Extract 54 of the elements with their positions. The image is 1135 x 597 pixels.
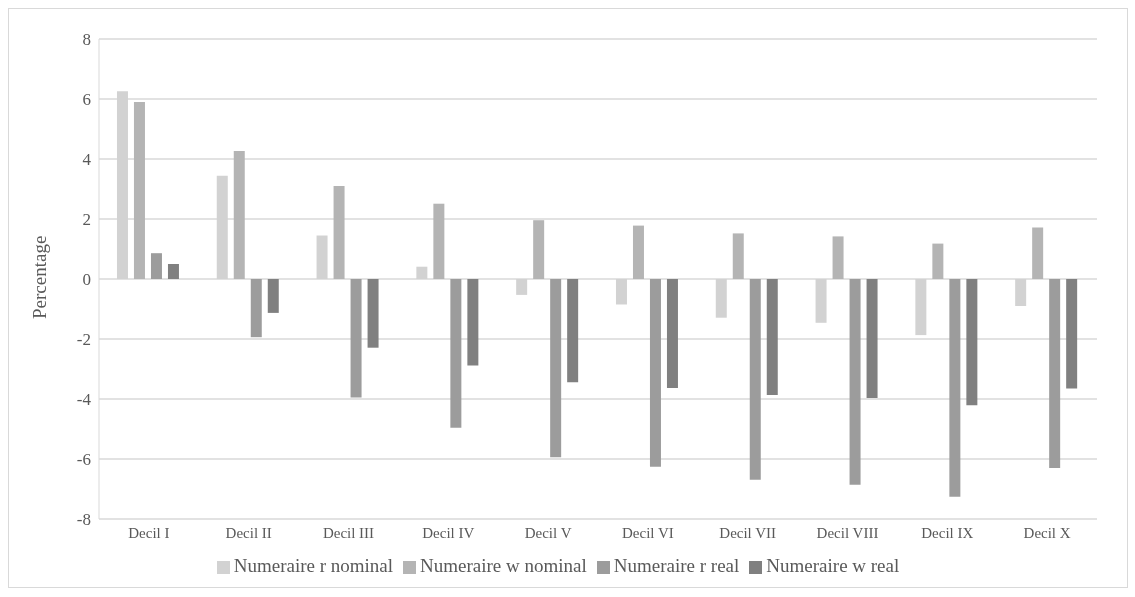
- y-tick-label: 8: [82, 30, 91, 50]
- x-tick-label: Decil II: [225, 524, 272, 541]
- y-tick-label: 6: [82, 90, 91, 110]
- bar: [167, 264, 179, 279]
- bar: [866, 279, 878, 399]
- bar: [333, 186, 345, 279]
- x-tick-label: Decil VI: [622, 524, 674, 541]
- bar: [832, 236, 844, 279]
- bar: [949, 279, 961, 497]
- bar: [367, 279, 379, 348]
- x-tick-label: Decil IX: [921, 524, 974, 541]
- x-tick-label: Decil III: [322, 524, 375, 541]
- x-tick-label: Decil VII: [719, 524, 777, 541]
- y-tick-label: -8: [76, 510, 91, 530]
- y-tick-label: 0: [82, 270, 91, 290]
- legend-label: Numeraire r nominal: [233, 555, 394, 576]
- bar: [849, 279, 861, 485]
- x-tick-label: Decil X: [1023, 524, 1071, 541]
- bar: [250, 279, 262, 338]
- bar: [533, 220, 545, 279]
- bar: [632, 225, 644, 279]
- x-tick-label: Decil I: [128, 524, 170, 541]
- bar: [467, 279, 479, 366]
- x-tick-label: Decil IV: [422, 524, 475, 541]
- bar: [766, 279, 778, 396]
- bar: [450, 279, 462, 428]
- bar: [233, 150, 245, 279]
- y-tick-label: -4: [76, 390, 92, 410]
- y-tick-label: -6: [76, 450, 91, 470]
- bar: [649, 279, 661, 467]
- x-tick-label: Decil VIII: [816, 524, 879, 541]
- y-axis-title: Percentage: [28, 235, 50, 319]
- bar: [350, 279, 362, 398]
- bar: [966, 279, 978, 406]
- bar: [567, 279, 579, 383]
- bar: [666, 279, 678, 388]
- bar: [433, 203, 445, 279]
- legend-label: Numeraire w nominal: [420, 555, 587, 576]
- bar: [550, 279, 562, 458]
- legend-label: Numeraire w real: [766, 555, 900, 576]
- bar: [1032, 227, 1044, 279]
- bar: [1066, 279, 1078, 389]
- bar: [1049, 279, 1061, 468]
- bar: [749, 279, 761, 480]
- bar: [732, 233, 744, 279]
- x-tick-label: Decil V: [524, 524, 572, 541]
- legend-label: Numeraire r real: [613, 555, 740, 576]
- y-tick-label: 2: [82, 210, 91, 230]
- y-tick-label: -2: [76, 330, 91, 350]
- bar: [133, 102, 145, 279]
- bar: [150, 253, 162, 279]
- bar: [267, 279, 279, 313]
- bar: [932, 243, 944, 279]
- y-tick-label: 4: [82, 150, 92, 170]
